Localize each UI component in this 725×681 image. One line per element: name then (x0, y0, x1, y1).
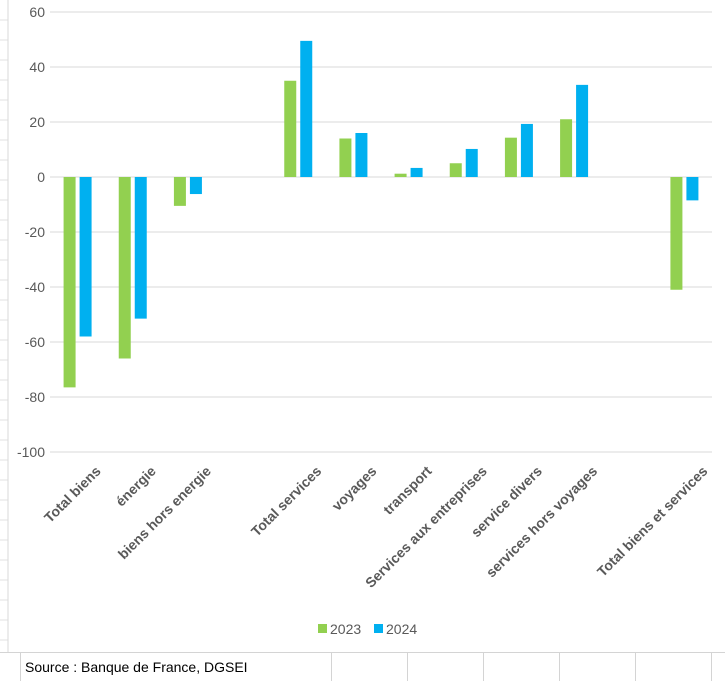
bar-2024 (410, 167, 423, 177)
y-tick-label: 20 (29, 114, 45, 130)
y-tick-label: -60 (25, 334, 45, 350)
legend-label: 2024 (386, 621, 417, 637)
source-note: Source : Banque de France, DGSEI (25, 659, 248, 675)
x-category-label: voyages (329, 463, 380, 514)
bar-2023 (63, 177, 76, 388)
bar-2024 (355, 133, 368, 177)
cell-divider (407, 653, 408, 681)
x-category-label: services hors voyages (483, 463, 601, 581)
bar-2024 (465, 148, 478, 177)
y-tick-label: -40 (25, 279, 45, 295)
cell-divider (559, 653, 560, 681)
bar-2024 (134, 177, 147, 319)
bar-2023 (560, 119, 573, 177)
bar-2023 (173, 177, 186, 206)
bar-2023 (670, 177, 683, 290)
x-category-label: énergie (112, 463, 159, 510)
cell-divider (483, 653, 484, 681)
bar-2024 (300, 40, 313, 177)
y-tick-label: -80 (25, 389, 45, 405)
source-row: Source : Banque de France, DGSEI (0, 652, 725, 681)
x-category-label: Total biens (41, 463, 104, 526)
bar-2024 (576, 84, 589, 177)
y-tick-label: 60 (29, 4, 45, 20)
cell-divider (20, 653, 21, 681)
bar-2024 (686, 177, 699, 201)
bar-2024 (79, 177, 92, 337)
bar-2023 (394, 173, 407, 177)
y-tick-label: 0 (37, 169, 45, 185)
cell-divider (635, 653, 636, 681)
bar-2023 (118, 177, 131, 359)
x-category-label: transport (380, 463, 435, 518)
bar-2024 (520, 123, 533, 177)
x-category-label: biens hors energie (115, 463, 214, 562)
legend-label: 2023 (330, 621, 361, 637)
bar-2023 (339, 138, 352, 177)
bar-2023 (504, 137, 517, 177)
legend-swatch-2024 (374, 624, 383, 633)
cell-divider (711, 653, 712, 681)
legend-swatch-2023 (318, 624, 327, 633)
bar-chart: 60 40 20 0 -20 -40 -60 -80 -100 Total biens énergi… (0, 0, 712, 652)
x-category-label: Total biens et services (594, 463, 711, 580)
bar-2023 (284, 80, 297, 177)
chart-area: 60 40 20 0 -20 -40 -60 -80 -100 Total biens énergi… (0, 0, 712, 652)
y-tick-label: -20 (25, 224, 45, 240)
y-tick-label: -100 (17, 444, 45, 460)
cell-divider (331, 653, 332, 681)
bar-2023 (449, 163, 462, 177)
bar-2024 (189, 177, 202, 195)
y-tick-label: 40 (29, 59, 45, 75)
x-category-label: Total services (248, 463, 325, 540)
